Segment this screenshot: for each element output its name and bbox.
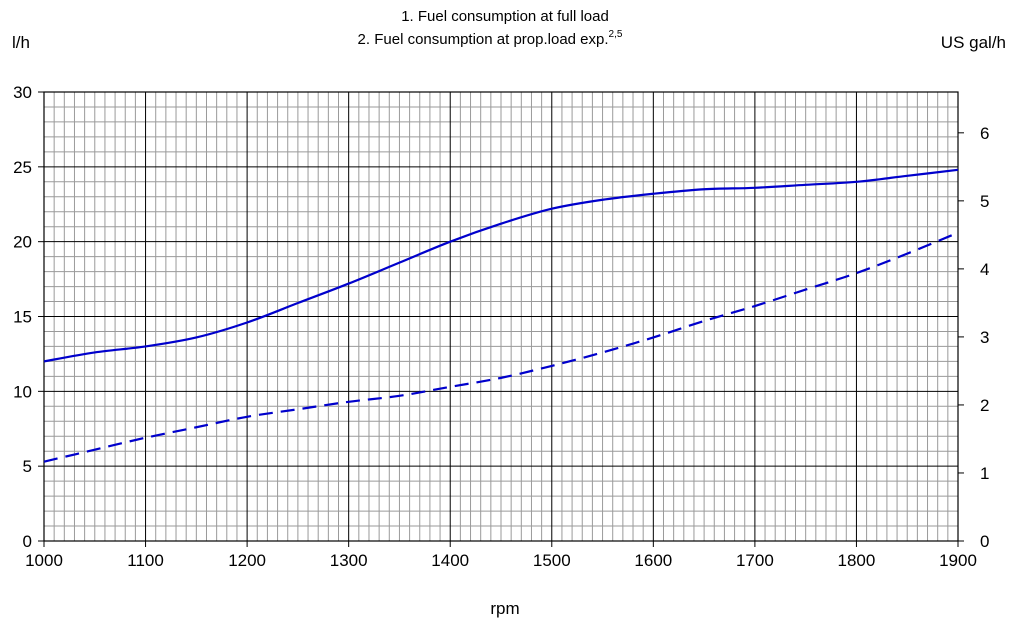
left-unit-label: l/h <box>12 33 30 52</box>
y-tick-label: 5 <box>23 457 32 476</box>
y2-tick-label: 3 <box>980 328 989 347</box>
x-tick-label: 1500 <box>533 551 571 570</box>
tick-marks <box>38 91 964 547</box>
y-tick-label: 30 <box>13 83 32 102</box>
series-full-load-line <box>43 168 959 363</box>
x-tick-label: 1800 <box>838 551 876 570</box>
x-tick-label: 1000 <box>25 551 63 570</box>
x-tick-label: 1700 <box>736 551 774 570</box>
y-tick-label: 25 <box>13 158 32 177</box>
y2-tick-label: 4 <box>980 260 989 279</box>
y-tick-label: 15 <box>13 308 32 327</box>
x-tick-label: 1400 <box>431 551 469 570</box>
x-tick-label: 1900 <box>939 551 977 570</box>
x-tick-label: 1600 <box>634 551 672 570</box>
y2-tick-label: 0 <box>980 532 989 551</box>
title-line-2-text: 2. Fuel consumption at prop.load exp. <box>358 31 609 48</box>
y-tick-label: 10 <box>13 382 32 401</box>
x-tick-label: 1100 <box>127 551 164 570</box>
y-tick-label: 20 <box>13 233 32 252</box>
tick-labels: 1000 1100 1200 1300 1400 1500 1600 1700 1800 1900… <box>13 83 989 570</box>
series-layer <box>43 168 959 463</box>
y2-tick-label: 2 <box>980 396 989 415</box>
x-tick-label: 1300 <box>330 551 368 570</box>
title-line-2: 2. Fuel consumption at prop.load exp.2,5 <box>358 29 623 48</box>
title-superscript: 2,5 <box>609 29 623 40</box>
x-tick-label: 1200 <box>228 551 266 570</box>
y-tick-label: 0 <box>23 532 32 551</box>
y2-tick-label: 6 <box>980 124 989 143</box>
title-line-1: 1. Fuel consumption at full load <box>401 8 609 25</box>
right-unit-label: US gal/h <box>941 33 1006 52</box>
series-prop-load-line <box>43 231 959 463</box>
x-axis-title: rpm <box>490 599 519 618</box>
y2-tick-label: 5 <box>980 192 989 211</box>
y2-tick-label: 1 <box>980 464 989 483</box>
